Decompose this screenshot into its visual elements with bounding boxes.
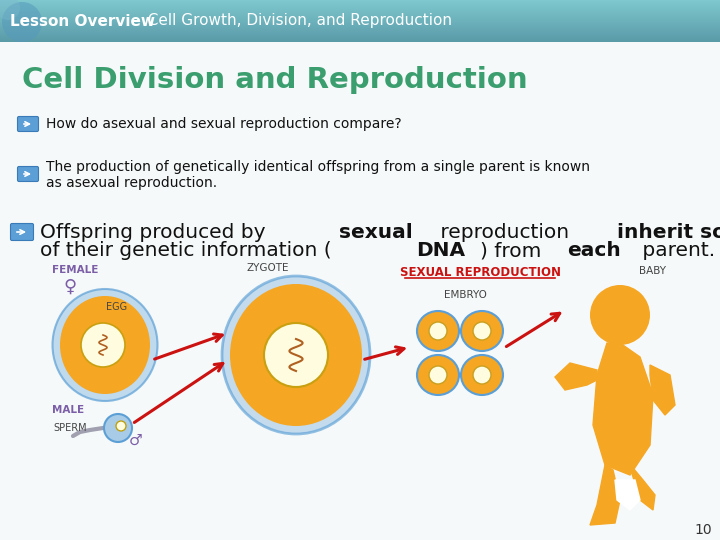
Bar (0, 34, 720, 35)
Circle shape (81, 323, 125, 367)
Bar (0, 16, 720, 17)
FancyBboxPatch shape (17, 166, 38, 181)
Bar (0, 29, 720, 30)
Text: inherit some: inherit some (617, 222, 720, 241)
Text: Offspring produced by: Offspring produced by (40, 222, 272, 241)
Ellipse shape (417, 355, 459, 395)
Ellipse shape (60, 296, 150, 394)
Bar (0, 33, 720, 34)
Bar (0, 22, 720, 23)
Circle shape (264, 323, 328, 387)
Circle shape (590, 285, 650, 345)
Bar (0, 12, 720, 13)
Text: FEMALE: FEMALE (52, 265, 98, 275)
Bar (0, 39, 720, 40)
Bar (0, 4, 720, 5)
Text: DNA: DNA (416, 241, 465, 260)
Text: The production of genetically identical offspring from a single parent is known: The production of genetically identical … (46, 160, 590, 174)
Bar (0, 10, 720, 11)
Bar (0, 37, 720, 38)
Bar (0, 41, 720, 42)
Polygon shape (630, 467, 655, 510)
Ellipse shape (461, 355, 503, 395)
Polygon shape (593, 343, 653, 475)
Ellipse shape (417, 311, 459, 351)
Text: Cell Growth, Division, and Reproduction: Cell Growth, Division, and Reproduction (138, 14, 452, 29)
Bar (0, 6, 720, 7)
Bar (0, 0, 720, 1)
Bar (0, 7, 720, 8)
Ellipse shape (53, 289, 158, 401)
Bar (0, 40, 720, 41)
Bar (0, 30, 720, 31)
Text: ZYGOTE: ZYGOTE (247, 263, 289, 273)
Text: Cell Division and Reproduction: Cell Division and Reproduction (22, 66, 528, 94)
Circle shape (473, 322, 491, 340)
Text: EGG: EGG (107, 302, 127, 312)
Text: ♂: ♂ (129, 433, 143, 448)
Text: Lesson Overview: Lesson Overview (10, 14, 155, 29)
Bar (0, 20, 720, 21)
Polygon shape (615, 480, 640, 510)
Bar (0, 18, 720, 19)
Ellipse shape (230, 284, 362, 426)
Bar (0, 3, 720, 4)
Circle shape (429, 366, 447, 384)
Text: parent.: parent. (636, 241, 716, 260)
Ellipse shape (461, 311, 503, 351)
Text: each: each (567, 241, 621, 260)
Polygon shape (555, 363, 597, 390)
Bar (0, 38, 720, 39)
Bar (0, 24, 720, 25)
Text: of their genetic information (: of their genetic information ( (40, 241, 332, 260)
FancyBboxPatch shape (11, 224, 34, 240)
Bar (0, 26, 720, 27)
Bar (0, 21, 720, 22)
Bar (0, 23, 720, 24)
Bar (0, 31, 720, 32)
Bar (0, 8, 720, 9)
Text: How do asexual and sexual reproduction compare?: How do asexual and sexual reproduction c… (46, 117, 402, 131)
Bar (0, 1, 720, 2)
Bar (0, 36, 720, 37)
Bar (0, 27, 720, 28)
Bar (0, 13, 720, 14)
Bar (0, 15, 720, 16)
Text: EMBRYO: EMBRYO (444, 290, 487, 300)
Text: sexual: sexual (339, 222, 413, 241)
Bar (0, 19, 720, 20)
Ellipse shape (222, 276, 370, 434)
Text: SEXUAL REPRODUCTION: SEXUAL REPRODUCTION (400, 267, 560, 280)
Circle shape (116, 421, 126, 431)
Bar (0, 9, 720, 10)
FancyBboxPatch shape (17, 117, 38, 132)
Bar (0, 14, 720, 15)
Text: ) from: ) from (480, 241, 547, 260)
Bar (0, 28, 720, 29)
Bar (0, 11, 720, 12)
Bar (0, 32, 720, 33)
Text: ♀: ♀ (63, 278, 76, 296)
Bar (0, 35, 720, 36)
Circle shape (473, 366, 491, 384)
Bar (0, 2, 720, 3)
Text: reproduction: reproduction (434, 222, 576, 241)
Circle shape (429, 322, 447, 340)
Text: SPERM: SPERM (53, 423, 87, 433)
Bar (0, 25, 720, 26)
Text: as asexual reproduction.: as asexual reproduction. (46, 176, 217, 190)
Text: 10: 10 (694, 523, 712, 537)
Circle shape (104, 414, 132, 442)
Circle shape (0, 0, 20, 20)
Text: BABY: BABY (639, 266, 667, 276)
Bar (0, 17, 720, 18)
Polygon shape (590, 465, 620, 525)
Polygon shape (650, 365, 675, 415)
Bar (0, 5, 720, 6)
Circle shape (2, 2, 42, 42)
Text: MALE: MALE (52, 405, 84, 415)
